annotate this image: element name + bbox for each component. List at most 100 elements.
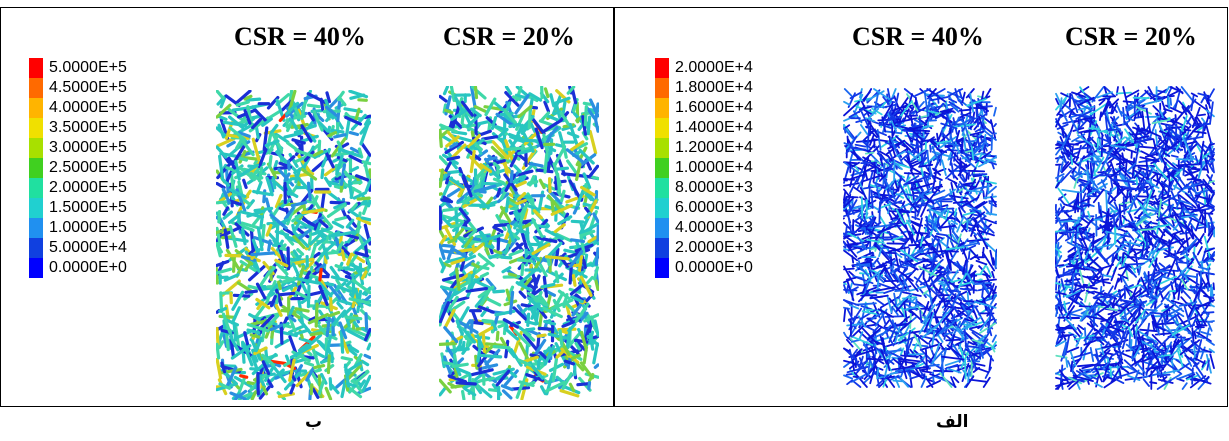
contact-force-chain [1209,303,1215,308]
legend-label: 1.4000E+4 [675,119,753,136]
contact-force-chain [966,238,990,243]
contact-force-chain [888,88,897,105]
contact-force-chain [888,165,906,183]
contact-force-chain [550,203,573,216]
contact-force-chain [1182,116,1192,127]
contact-force-chain [568,179,582,200]
contact-force-chain [283,131,304,139]
contact-force-chain [1115,370,1137,379]
contact-force-chain [902,108,910,123]
contact-force-chain [1177,180,1193,194]
contact-force-chain [222,210,233,220]
contact-force-chain [592,212,599,224]
contact-force-chain [903,302,908,323]
contact-force-chain [454,96,465,113]
contact-force-chain [1190,225,1195,240]
contact-force-chain [544,255,570,261]
contact-force-chain [1147,92,1164,100]
contact-force-chain [1075,109,1093,120]
contact-force-chain [1058,289,1063,312]
legend-label: 3.5000E+5 [49,119,127,136]
contact-force-chain [1105,163,1113,172]
contact-force-chain [1095,375,1100,388]
contact-force-chain [945,113,954,133]
contact-force-chain [963,300,983,303]
contact-force-chain [1071,170,1083,179]
contact-force-chain [559,189,566,203]
legend-swatch [655,258,669,278]
contact-force-chain [881,337,886,351]
contact-force-chain [517,269,537,286]
contact-force-chain [583,105,588,127]
contact-force-chain [1074,235,1077,252]
contact-force-chain [959,108,972,112]
contact-force-chain [1207,320,1215,323]
contact-force-chain [873,243,890,261]
legend-label: 4.0000E+5 [49,99,127,116]
contact-force-chain [1180,278,1189,291]
contact-force-chain [566,159,578,175]
contact-force-chain [1161,375,1168,382]
contact-force-chain [945,145,959,159]
contact-force-chain [1163,252,1184,263]
contact-force-chain [871,107,883,116]
contact-force-chain [244,289,258,294]
contact-force-chain [1162,151,1171,158]
contact-force-chain [237,376,246,396]
contact-force-chain [965,271,975,285]
contact-force-chain [537,326,552,331]
contact-force-chain [1149,121,1157,139]
contact-force-chain [345,218,355,229]
legend-swatch [29,178,43,198]
contact-force-chain [439,228,446,239]
contact-force-chain [249,319,268,326]
contact-force-chain [904,367,925,380]
contact-force-chain [981,246,985,258]
contact-force-chain [1060,92,1069,98]
contact-force-chain [349,263,366,272]
contact-force-chain [1118,204,1122,221]
contact-force-chain [850,372,869,383]
contact-force-chain [1099,209,1103,218]
contact-force-chain [1145,286,1158,292]
contact-force-chain [1072,223,1081,231]
contact-force-chain [1130,248,1143,252]
title-csr-40: CSR = 40% [234,22,366,51]
contact-force-chain [463,235,474,248]
contact-force-chain [543,345,556,366]
contact-force-chain [309,369,322,387]
contact-force-chain [972,366,981,373]
contact-force-chain [1061,161,1070,171]
contact-force-chain [948,194,969,200]
contact-force-chain [846,231,857,234]
contact-force-chain [328,377,333,391]
contact-force-chain [1109,166,1126,179]
contact-force-chain [987,306,997,324]
contact-force-chain [1182,207,1201,223]
contact-force-chain [843,195,848,204]
contact-force-chain [846,240,870,247]
contact-force-chain [312,149,324,157]
contact-force-chain [1144,201,1153,205]
contact-force-chain [1167,86,1173,96]
contact-force-chain [901,276,910,292]
contact-force-chain [1167,95,1171,110]
legend-label: 8.0000E+3 [675,179,753,196]
contact-force-chain [1107,311,1124,320]
contact-force-chain [291,214,302,223]
contact-force-chain [1055,291,1067,296]
contact-force-chain [863,166,869,180]
contact-force-chain [593,266,599,281]
contact-force-chain [851,255,855,264]
contact-force-chain [269,213,288,230]
contact-force-chain [867,224,891,229]
contact-force-chain [444,308,456,328]
contact-force-chain [857,315,867,328]
contact-force-chain [862,219,874,228]
contact-force-chain [941,306,956,324]
contact-force-chain [899,318,907,326]
contact-force-chain [334,297,356,307]
contact-force-chain [361,374,371,392]
contact-force-chain [449,133,473,143]
contact-force-chain [442,355,452,375]
